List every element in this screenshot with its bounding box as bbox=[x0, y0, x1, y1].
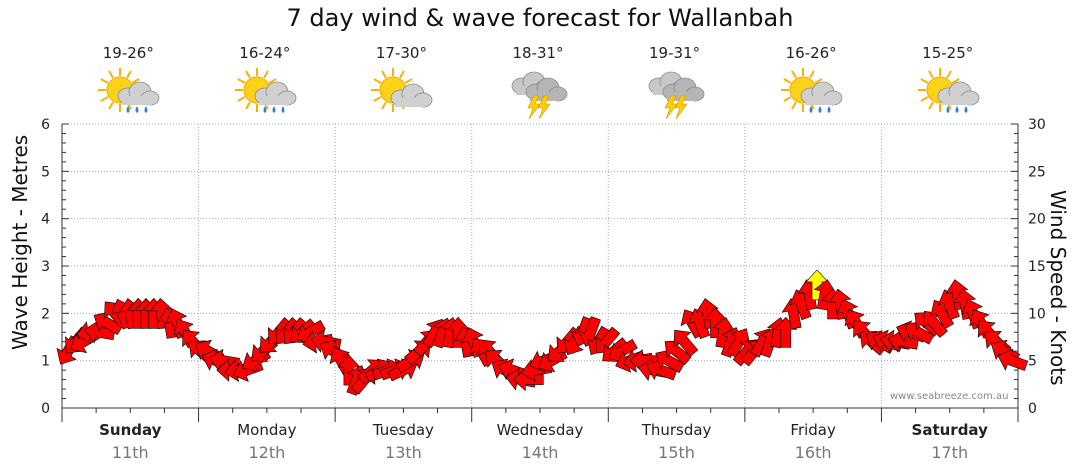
day-temperature: 16-26° bbox=[785, 44, 837, 62]
day-name-label: Thursday bbox=[641, 421, 712, 439]
day-date-label: 11th bbox=[111, 443, 149, 462]
y2-tick-label: 10 bbox=[1028, 306, 1046, 322]
y-axis-label-right: Wind Speed - Knots bbox=[1046, 190, 1070, 386]
day-date-label: 12th bbox=[248, 443, 286, 462]
sun-cloud-rain-icon bbox=[781, 66, 845, 122]
day-temperature: 15-25° bbox=[922, 44, 974, 62]
sun-cloud-rain-icon bbox=[917, 66, 982, 122]
y-tick-label: 6 bbox=[41, 117, 50, 133]
y2-tick-label: 5 bbox=[1028, 354, 1037, 370]
day-name-label: Friday bbox=[790, 421, 836, 439]
y-axis-label-left: Wave Height - Metres bbox=[8, 134, 32, 350]
y-tick-label: 4 bbox=[41, 212, 50, 228]
sun-cloud-rain-icon bbox=[234, 66, 299, 122]
sun-cloud-icon bbox=[371, 66, 435, 122]
day-temperature: 19-26° bbox=[102, 44, 154, 62]
chart-title: 7 day wind & wave forecast for Wallanbah bbox=[286, 4, 794, 32]
credit-text[interactable]: www.seabreeze.com.au bbox=[890, 391, 1009, 402]
thunderstorm-icon bbox=[645, 66, 709, 122]
sun-cloud-rain-icon bbox=[98, 66, 162, 122]
y2-tick-label: 30 bbox=[1028, 117, 1046, 133]
thunderstorm-icon bbox=[508, 66, 572, 122]
day-name-label: Saturday bbox=[911, 421, 988, 439]
y-tick-label: 0 bbox=[41, 401, 50, 417]
y2-tick-label: 25 bbox=[1028, 164, 1046, 180]
wind-arrow bbox=[997, 348, 1029, 371]
day-date-label: 14th bbox=[521, 443, 559, 462]
day-temperature: 16-24° bbox=[239, 44, 291, 62]
day-name-label: Wednesday bbox=[496, 421, 584, 439]
y-tick-label: 5 bbox=[41, 164, 50, 180]
y2-tick-label: 0 bbox=[1028, 401, 1037, 417]
day-temperature: 18-31° bbox=[512, 44, 564, 62]
day-date-label: 17th bbox=[931, 443, 969, 462]
day-name-label: Sunday bbox=[99, 421, 162, 439]
day-date-label: 15th bbox=[658, 443, 695, 462]
y-tick-label: 1 bbox=[41, 354, 50, 370]
day-temperature: 17-30° bbox=[375, 44, 427, 62]
wind-arrow bbox=[673, 329, 699, 357]
y2-tick-label: 20 bbox=[1028, 212, 1046, 228]
y-tick-label: 2 bbox=[41, 306, 50, 322]
day-date-label: 16th bbox=[794, 443, 832, 462]
y-tick-label: 3 bbox=[41, 259, 50, 275]
wind-arrows bbox=[56, 269, 1029, 396]
chart-axes: 0 1 2 3 4 5 6 0 5 10 15 20 25 30 bbox=[41, 117, 1046, 422]
day-temperature: 19-31° bbox=[649, 44, 701, 62]
y2-tick-label: 15 bbox=[1028, 259, 1046, 275]
day-date-label: 13th bbox=[385, 443, 422, 462]
day-name-label: Tuesday bbox=[372, 421, 434, 439]
day-name-label: Monday bbox=[237, 421, 297, 439]
